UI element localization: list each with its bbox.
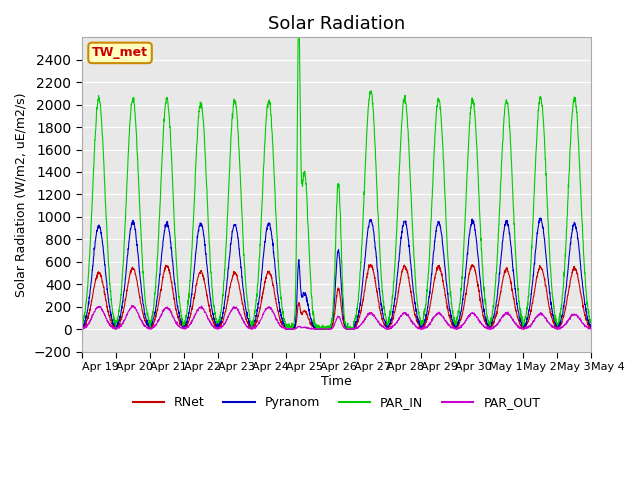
RNet: [543, 288, 550, 293]
Line: PAR_OUT: PAR_OUT: [82, 306, 591, 329]
Text: TW_met: TW_met: [92, 47, 148, 60]
RNet: [111, 326, 119, 332]
Pyranom: [220, 306, 228, 312]
PAR_IN: [220, 277, 228, 283]
PAR_OUT: [129, 303, 136, 309]
Pyranom: [362, 243, 370, 249]
RNet: [78, 324, 86, 330]
PAR_IN: [362, 139, 370, 145]
PAR_OUT: [78, 325, 86, 331]
PAR_IN: [78, 321, 86, 326]
RNet: [557, 321, 564, 327]
PAR_OUT: [362, 313, 370, 319]
PAR_IN: [588, 319, 595, 324]
Pyranom: [78, 324, 86, 330]
Pyranom: [588, 325, 595, 331]
PAR_OUT: [557, 325, 564, 331]
RNet: [484, 324, 492, 330]
PAR_OUT: [351, 326, 359, 332]
Pyranom: [543, 260, 550, 266]
Pyranom: [537, 215, 545, 221]
Pyranom: [351, 321, 359, 327]
RNet: [220, 313, 228, 319]
Y-axis label: Solar Radiation (W/m2, uE/m2/s): Solar Radiation (W/m2, uE/m2/s): [15, 92, 28, 297]
PAR_OUT: [79, 326, 86, 332]
Title: Solar Radiation: Solar Radiation: [268, 15, 405, 33]
PAR_IN: [295, 3, 303, 9]
PAR_IN: [543, 189, 550, 194]
PAR_OUT: [588, 326, 595, 332]
RNet: [367, 262, 374, 267]
Pyranom: [248, 326, 255, 332]
PAR_IN: [351, 315, 359, 321]
PAR_OUT: [221, 322, 228, 327]
X-axis label: Time: Time: [321, 375, 352, 388]
Line: PAR_IN: PAR_IN: [82, 6, 591, 329]
Line: Pyranom: Pyranom: [82, 218, 591, 329]
RNet: [351, 324, 359, 330]
Pyranom: [484, 322, 492, 328]
RNet: [362, 278, 370, 284]
Line: RNet: RNet: [82, 264, 591, 329]
PAR_IN: [557, 305, 564, 311]
PAR_IN: [283, 326, 291, 332]
PAR_OUT: [484, 326, 492, 332]
PAR_OUT: [543, 317, 550, 323]
RNet: [588, 324, 595, 330]
Legend: RNet, Pyranom, PAR_IN, PAR_OUT: RNet, Pyranom, PAR_IN, PAR_OUT: [128, 391, 545, 414]
PAR_IN: [484, 320, 492, 326]
Pyranom: [557, 319, 564, 324]
